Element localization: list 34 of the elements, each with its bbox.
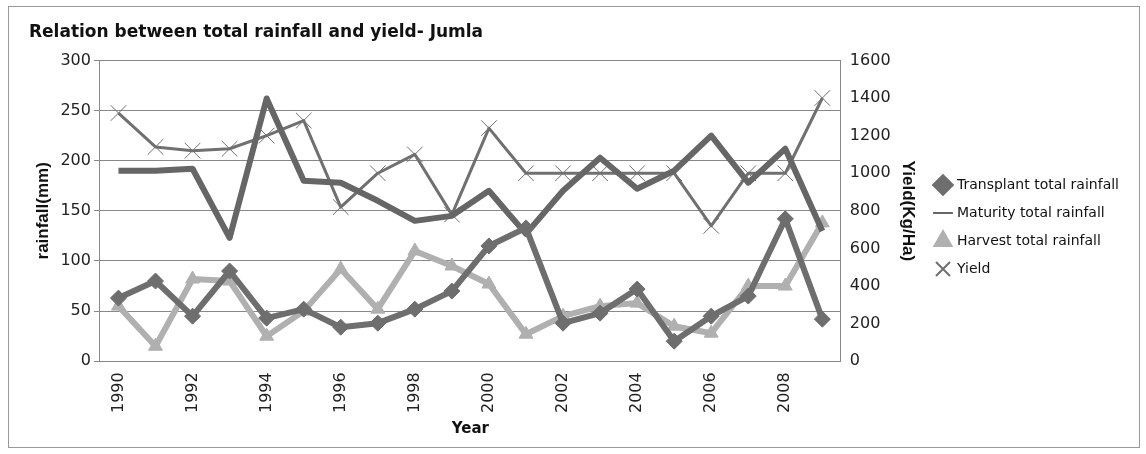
y2-tick-label: 0 xyxy=(849,350,861,370)
x-tick-label: 1992 xyxy=(181,372,201,413)
x-tick-label: 2000 xyxy=(478,372,498,413)
y2-tick-label: 600 xyxy=(849,237,881,257)
x-tick-label: 2006 xyxy=(700,372,720,413)
y2-tick-label: 1400 xyxy=(849,87,891,107)
y2-tick-label: 400 xyxy=(849,275,881,295)
x-tick-label: 1990 xyxy=(107,372,127,413)
y2-tick-label: 200 xyxy=(849,312,881,332)
y-tick-label: 50 xyxy=(70,300,91,320)
y2-tick-label: 800 xyxy=(849,200,881,219)
chart-title: Relation between total rainfall and yield- Jumla xyxy=(29,20,484,41)
y-tick-label: 300 xyxy=(60,49,91,69)
legend-label: Maturity total rainfall xyxy=(956,203,1105,220)
legend-label: Harvest total rainfall xyxy=(956,231,1101,248)
x-tick-label: 1998 xyxy=(403,372,423,413)
x-tick-label: 2004 xyxy=(626,372,646,413)
y2-tick-label: 1600 xyxy=(849,49,891,69)
x-tick-label: 2008 xyxy=(774,372,794,413)
y-tick-label: 150 xyxy=(60,200,91,219)
y-tick-label: 100 xyxy=(60,250,91,270)
y2-tick-label: 1200 xyxy=(849,124,891,144)
y2-axis-title: Yield(Kg/Ha) xyxy=(899,160,919,262)
x-tick-label: 1994 xyxy=(255,372,275,413)
legend-label: Yield xyxy=(955,259,991,276)
x-tick-label: 2002 xyxy=(552,372,572,413)
y-axis-title: rainfall(mm) xyxy=(32,162,52,260)
y2-tick-label: 1000 xyxy=(849,162,891,182)
x-tick-label: 1996 xyxy=(329,372,349,413)
y-tick-label: 250 xyxy=(60,99,91,119)
x-axis-title: Year xyxy=(450,418,490,437)
y-tick-label: 0 xyxy=(80,350,91,370)
y-tick-label: 200 xyxy=(60,149,91,169)
legend-label: Transplant total rainfall xyxy=(955,175,1119,192)
